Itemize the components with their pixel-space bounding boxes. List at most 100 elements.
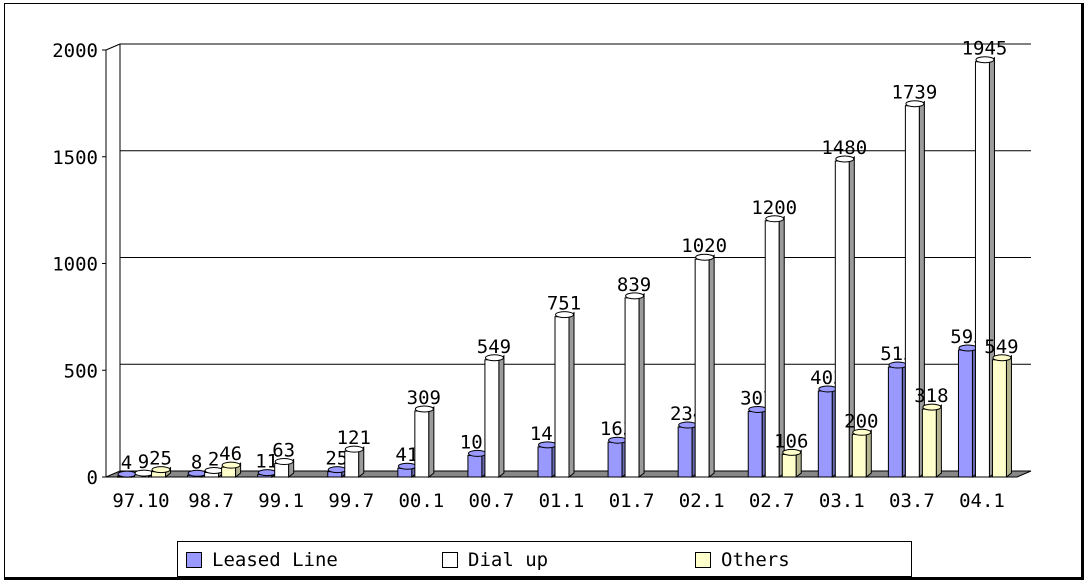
data-label: 11 [255,451,278,473]
x-tick-label: 98.7 [188,490,234,512]
x-tick-label: 03.7 [889,490,935,512]
bar [484,359,500,478]
bar-top [151,466,171,474]
data-label: 41 [395,444,418,466]
legend-item-dial-up: Dial up [442,549,548,571]
legend-item-leased-line: Leased Line [186,549,338,571]
data-label: 63 [272,440,295,462]
data-label: 1200 [751,197,797,219]
x-tick-label: 01.1 [539,490,585,512]
data-label: 25 [325,448,348,470]
data-label: 1945 [962,38,1008,60]
bar [414,410,430,478]
bar [274,463,290,478]
bar [921,408,937,478]
bar-side [935,404,942,479]
data-label: 318 [914,385,948,407]
bar [747,410,763,478]
bar [887,366,903,478]
data-label: 1480 [821,137,867,159]
x-tick-label: 99.1 [258,490,304,512]
bar [974,61,990,478]
bar-top [922,403,942,411]
x-tick-label: 02.7 [749,490,795,512]
data-label: 46 [219,443,242,465]
x-tick-label: 03.1 [819,490,865,512]
bar-top [274,458,294,466]
data-label: 200 [844,410,878,432]
bar [344,450,360,478]
y-tick-label: 1000 [52,254,98,276]
bar [624,297,640,478]
data-label: 839 [617,274,651,296]
data-label: 1020 [681,235,727,257]
legend-label-others: Others [721,549,790,571]
data-label: 549 [984,336,1018,358]
data-label: 25 [149,448,172,470]
legend-label-dial-up: Dial up [468,549,549,571]
data-label: 549 [477,336,511,358]
x-tick-label: 00.1 [398,490,444,512]
y-tick-label: 2000 [52,40,98,62]
data-label: 8 [191,451,202,473]
bar-side [568,311,575,479]
bar-top [905,100,925,108]
legend: Leased Line Dial up Others [177,541,912,577]
bar [554,316,570,478]
bar-top [975,56,995,64]
bar-top [625,292,645,300]
bar-side [498,354,505,479]
y-axis-top-edge [105,43,121,51]
x-tick-label: 00.7 [469,490,515,512]
x-tick-label: 01.7 [609,490,655,512]
data-label: 106 [774,430,808,452]
data-label: 1739 [892,82,938,104]
y-tick-label: 500 [64,360,98,382]
bar-side [865,429,872,479]
bar-top [555,311,574,319]
bar-top [695,253,715,261]
bar-top [414,405,434,413]
data-label: 751 [547,293,581,315]
bar-top [835,155,855,163]
bar [991,359,1007,478]
legend-swatch-others [695,552,711,568]
bar [677,426,693,478]
bar [904,105,920,478]
bar [781,453,797,478]
bar-top [852,428,872,436]
x-tick-label: 04.1 [959,490,1005,512]
bar-top [344,445,364,453]
data-label: 2 [208,449,219,471]
x-tick-label: 97.10 [112,490,169,512]
bar [537,446,553,478]
bar [221,466,237,478]
bar-top [221,461,241,469]
bar [467,454,483,478]
bar [694,258,710,478]
x-tick-label: 99.7 [328,490,374,512]
bar-side [1005,354,1012,479]
legend-label-leased-line: Leased Line [212,549,338,571]
bar-top [484,354,504,362]
legend-swatch-dial-up [442,552,458,568]
y-tick-label: 0 [87,467,98,489]
bar-top [765,215,785,223]
x-tick-label: 02.1 [679,490,725,512]
bar-side [428,405,435,479]
bar [607,441,623,478]
legend-item-others: Others [695,549,790,571]
y-tick-label: 1500 [52,147,98,169]
bar [851,433,867,478]
bar [817,390,833,478]
data-label: 121 [337,427,371,449]
chart-frame [4,3,1084,580]
bar-top [782,448,802,456]
legend-swatch-leased-line [186,552,202,568]
bar-top [992,354,1012,362]
data-label: 309 [407,387,441,409]
bar-side [708,254,715,479]
bar [957,349,973,478]
data-label: 9 [138,451,149,473]
